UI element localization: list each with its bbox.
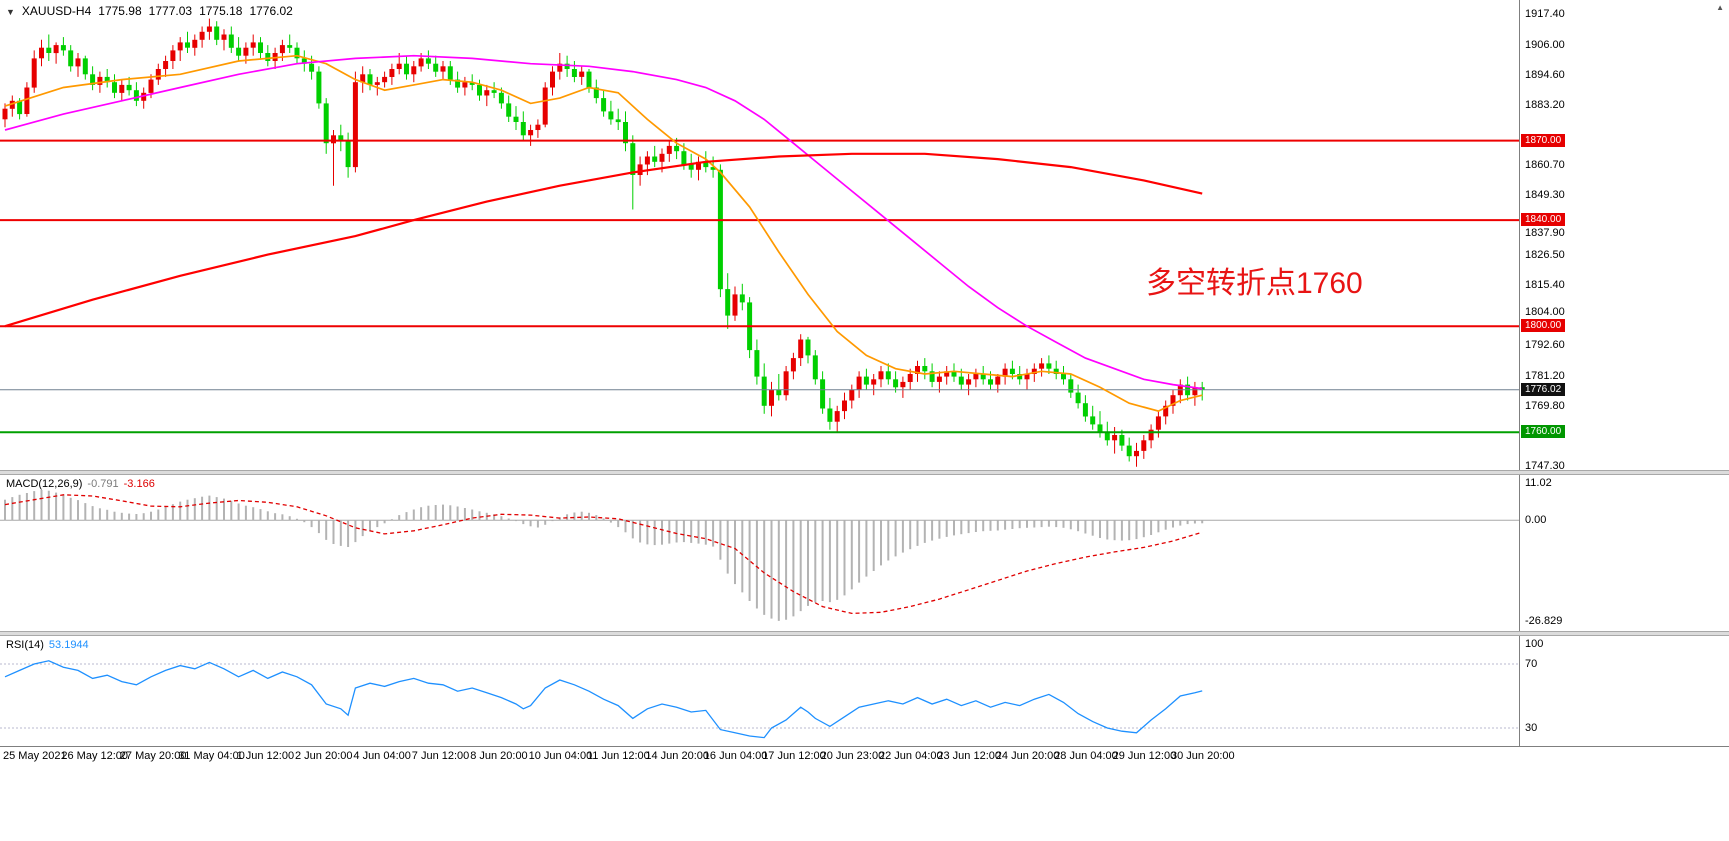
price-axis-label: 1894.60 [1525,68,1565,81]
time-axis-label: 11 Jun 12:00 [587,750,650,762]
time-axis-label: 10 Jun 04:00 [528,750,593,762]
rsi-panel[interactable]: RSI(14) 53.1944 [0,636,1519,746]
price-level-badge: 1800.00 [1521,319,1566,333]
scroll-up-icon[interactable]: ▲ [1716,3,1724,12]
horizontal-level-lines [0,139,1519,434]
macd-header: MACD(12,26,9) -0.791 -3.166 [6,478,160,490]
ma-mid-magenta-line [4,54,1203,390]
rsi-value: 53.1944 [48,639,89,651]
price-axis[interactable]: ▲ 1917.40 1906.00 1894.60 1883.20 1860.70 184… [1519,0,1729,746]
chart-annotation-text: 多空转折点1760 [1146,267,1363,300]
ohlc-open-value: 1775.98 [98,4,142,18]
price-axis-label: 1815.40 [1525,278,1565,291]
time-axis-label: 27 May 20:00 [119,750,187,762]
macd-histogram [4,490,1204,621]
macd-axis-label: 0.00 [1525,513,1547,526]
time-axis-label: 4 Jun 04:00 [353,750,411,762]
price-level-badge: 1840.00 [1521,213,1566,227]
price-axis-label: 1837.90 [1525,227,1565,240]
rsi-axis-label: 30 [1525,721,1538,734]
price-axis-label: 1917.40 [1525,8,1565,21]
rsi-canvas[interactable] [0,636,1519,746]
time-axis-label: 20 Jun 23:00 [820,750,885,762]
price-axis-label: 1849.30 [1525,188,1565,201]
macd-canvas[interactable] [0,475,1519,631]
price-axis-label: 1826.50 [1525,249,1565,262]
time-axis-label: 25 May 2021 [3,750,67,762]
time-axis-label: 30 Jun 20:00 [1171,750,1235,762]
chart-header: ▼ XAUUSD-H4 1775.98 1777.03 1775.18 1776.02 [6,4,300,18]
symbol-timeframe-label: XAUUSD-H4 [21,4,92,18]
macd-axis-label: 11.02 [1525,476,1552,489]
time-axis-label: 17 Jun 12:00 [762,750,826,762]
rsi-line [4,660,1203,739]
time-axis-label: 16 Jun 04:00 [703,750,768,762]
price-axis-label: 1906.00 [1525,38,1565,51]
time-axis-label: 8 Jun 20:00 [470,750,528,762]
price-axis-label: 1804.00 [1525,306,1565,319]
time-axis-label: 2 Jun 20:00 [295,750,353,762]
ma-slow-red-line [4,152,1203,328]
panel-separator[interactable] [0,631,1729,636]
rsi-header: RSI(14) 53.1944 [6,639,94,651]
macd-title: MACD(12,26,9) [6,478,83,490]
rsi-axis-label: 100 [1525,637,1544,650]
time-axis-label: 28 Jun 04:00 [1054,750,1118,762]
time-axis-label: 7 Jun 12:00 [411,750,470,762]
rsi-title: RSI(14) [6,639,44,651]
price-axis-label: 1769.80 [1525,399,1565,412]
price-level-badge: 1776.02 [1521,382,1566,396]
candlestick-series [2,18,1205,467]
macd-panel[interactable]: MACD(12,26,9) -0.791 -3.166 [0,475,1519,631]
price-axis-label: 1747.30 [1525,459,1565,472]
macd-signal-line [4,494,1203,615]
time-axis-label: 24 Jun 20:00 [995,750,1060,762]
time-axis-label: 31 May 04:00 [178,750,245,762]
time-axis-label: 1 Jun 12:00 [236,750,295,762]
time-axis[interactable]: 25 May 2021 26 May 12:00 27 May 20:00 31 Ma… [0,746,1729,767]
macd-axis-label: -26.829 [1525,614,1563,627]
price-axis-label: 1883.20 [1525,99,1565,112]
time-axis-label: 14 Jun 20:00 [645,750,710,762]
time-axis-label: 22 Jun 04:00 [879,750,943,762]
price-axis-label: 1860.70 [1525,158,1565,171]
price-axis-label: 1792.60 [1525,339,1565,352]
time-axis-label: 29 Jun 12:00 [1112,750,1177,762]
ohlc-low-value: 1775.18 [199,4,243,18]
ohlc-high-value: 1777.03 [148,4,193,18]
time-axis-label: 26 May 12:00 [61,750,129,762]
price-chart-area[interactable]: ▼ XAUUSD-H4 1775.98 1777.03 1775.18 1776.02 多… [0,0,1519,470]
price-level-badge: 1870.00 [1521,133,1566,147]
price-chart-canvas[interactable] [0,0,1519,470]
macd-main-value: -0.791 [87,478,119,490]
price-axis-label: 1781.20 [1525,369,1565,382]
macd-signal-value: -3.166 [123,478,155,490]
chevron-down-icon[interactable]: ▼ [6,7,15,17]
ohlc-close-value: 1776.02 [249,4,293,18]
time-axis-label: 23 Jun 12:00 [937,750,1002,762]
rsi-axis-label: 70 [1525,657,1538,670]
price-level-badge: 1760.00 [1521,425,1566,439]
ma-fast-orange-line [4,54,1203,413]
panel-separator[interactable] [0,470,1729,475]
